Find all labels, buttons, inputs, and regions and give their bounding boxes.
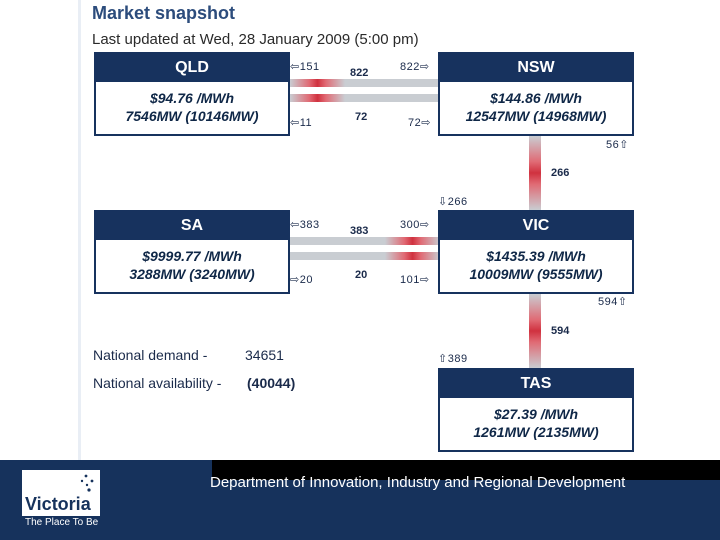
qld-nsw-qld-bottom-limit: ⇦11 (290, 117, 313, 129)
nsw-vic-flow: 266 (551, 167, 570, 179)
national-demand-value: 34651 (245, 347, 284, 363)
sa-vic-sa-top-limit: ⇦383 (290, 219, 320, 231)
page-left-rule (78, 0, 81, 460)
region-qld-name: QLD (96, 54, 288, 82)
qld-nsw-flow-top: 822 (350, 67, 369, 79)
nsw-vic-nsw-limit: 56⇧ (606, 139, 629, 151)
sa-vic-link-top (290, 237, 440, 245)
qld-nsw-link-bottom-flow (290, 94, 345, 102)
sa-vic-link-top-flow (385, 237, 440, 245)
sa-vic-link-bottom-flow (385, 252, 440, 260)
sa-vic-sa-bottom-limit: ⇨20 (290, 274, 313, 286)
footer-top-strip (212, 460, 720, 480)
sa-vic-vic-top-limit: 300⇨ (400, 219, 430, 231)
national-availability-row: National availability - (40044) (93, 375, 295, 391)
page-title: Market snapshot (92, 3, 236, 23)
last-updated-text: Last updated at Wed, 28 January 2009 (5:… (92, 31, 419, 48)
national-demand-row: National demand - 34651 (93, 347, 284, 363)
vic-tas-vic-limit: 594⇧ (598, 296, 628, 308)
national-availability-label: National availability - (93, 375, 222, 391)
national-availability-value: (40044) (247, 375, 296, 391)
vic-tas-tas-limit: ⇧389 (438, 353, 468, 365)
region-qld-mw: 7546MW (10146MW) (125, 108, 259, 124)
nsw-vic-vic-limit: ⇩266 (438, 196, 468, 208)
region-nsw[interactable]: NSW $144.86 /MWh 12547MW (14968MW) (438, 52, 634, 136)
region-nsw-mw: 12547MW (14968MW) (465, 108, 607, 124)
region-nsw-price: $144.86 /MWh (490, 90, 582, 106)
qld-nsw-qld-top-limit: ⇦151 (290, 61, 320, 73)
region-tas[interactable]: TAS $27.39 /MWh 1261MW (2135MW) (438, 368, 634, 452)
interconnector-lines (290, 79, 541, 368)
qld-nsw-link-bottom (290, 94, 440, 102)
logo-text: Victoria (25, 494, 91, 514)
sa-vic-link-bottom (290, 252, 440, 260)
sa-vic-flow-bottom: 20 (355, 269, 368, 281)
logo-tagline: The Place To Be (25, 517, 99, 528)
region-sa-mw: 3288MW (3240MW) (129, 266, 255, 282)
sa-vic-flow-top: 383 (350, 225, 369, 237)
department-name: Department of Innovation, Industry and R… (210, 474, 626, 491)
vic-tas-link (529, 294, 541, 368)
region-vic-price: $1435.39 /MWh (486, 248, 586, 264)
sa-vic-vic-bottom-limit: 101⇨ (400, 274, 430, 286)
region-sa-name: SA (96, 212, 288, 240)
vic-tas-flow: 594 (551, 325, 570, 337)
region-qld-price: $94.76 /MWh (149, 90, 235, 106)
qld-nsw-nsw-bottom-limit: 72⇨ (408, 117, 431, 129)
region-vic-name: VIC (440, 212, 632, 240)
region-vic[interactable]: VIC $1435.39 /MWh 10009MW (9555MW) (438, 210, 634, 294)
region-nsw-name: NSW (440, 54, 632, 82)
region-tas-mw: 1261MW (2135MW) (473, 424, 599, 440)
region-sa[interactable]: SA $9999.77 /MWh 3288MW (3240MW) (94, 210, 290, 294)
qld-nsw-link-top-flow (290, 79, 345, 87)
victoria-logo (22, 470, 100, 516)
region-tas-price: $27.39 /MWh (493, 406, 579, 422)
qld-nsw-nsw-top-limit: 822⇨ (400, 61, 430, 73)
national-demand-label: National demand - (93, 347, 208, 363)
region-qld[interactable]: QLD $94.76 /MWh 7546MW (10146MW) (94, 52, 290, 136)
qld-nsw-flow-bottom: 72 (355, 111, 368, 123)
nsw-vic-link (529, 136, 541, 210)
region-sa-price: $9999.77 /MWh (142, 248, 242, 264)
region-vic-mw: 10009MW (9555MW) (469, 266, 603, 282)
qld-nsw-link-top (290, 79, 440, 87)
region-tas-name: TAS (440, 370, 632, 398)
southern-cross-icon (80, 474, 94, 492)
